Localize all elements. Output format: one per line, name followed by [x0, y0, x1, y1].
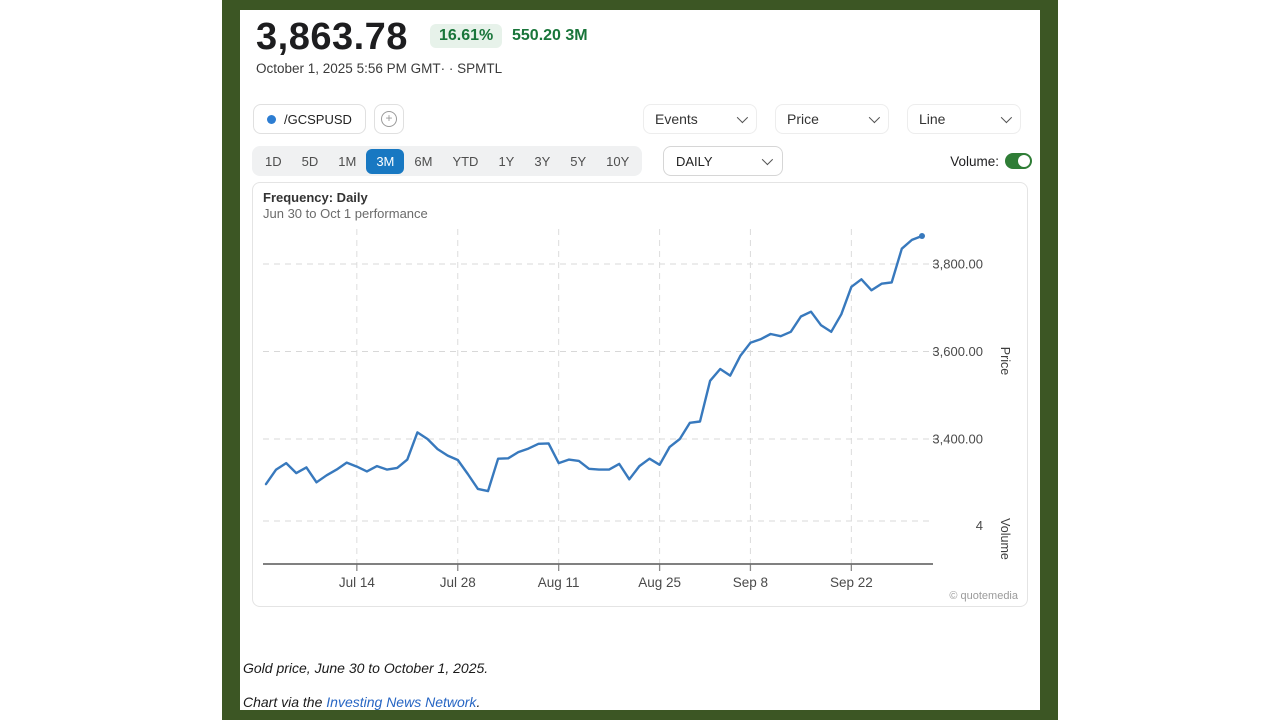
svg-text:3,600.00: 3,600.00 — [932, 344, 983, 359]
chart-panel: Jul 14 Jul 28 Aug 11 Aug 25 Sep 8 Sep 22 3,800… — [252, 182, 1028, 607]
svg-text:Aug 25: Aug 25 — [638, 575, 681, 590]
volume-toggle-group: Volume: — [930, 146, 1032, 176]
range-tab-3m[interactable]: 3M — [366, 148, 405, 174]
investing-news-network-link[interactable]: Investing News Network — [326, 694, 477, 710]
svg-text:3,800.00: 3,800.00 — [932, 257, 983, 272]
source-caption-prefix: Chart via the — [243, 694, 327, 710]
figure-caption: Gold price, June 30 to October 1, 2025. — [243, 660, 489, 676]
toggle-knob — [1018, 155, 1030, 167]
svg-text:Sep 22: Sep 22 — [830, 575, 873, 590]
range-tabs: 1D 5D 1M 3M 6M YTD 1Y 3Y 5Y 10Y — [252, 146, 643, 176]
svg-text:4: 4 — [976, 518, 983, 533]
source-caption-suffix: . — [476, 694, 481, 710]
svg-text:Jul 14: Jul 14 — [339, 575, 376, 590]
range-tab-ytd[interactable]: YTD — [452, 153, 479, 169]
frequency-select[interactable]: DAILY — [663, 146, 783, 176]
svg-text:Aug 11: Aug 11 — [538, 575, 580, 590]
svg-text:Jul 28: Jul 28 — [440, 575, 476, 590]
range-tab-5d[interactable]: 5D — [301, 153, 319, 169]
add-comparison-button[interactable]: + — [374, 104, 404, 134]
range-tab-3y[interactable]: 3Y — [534, 153, 551, 169]
frequency-select-value: DAILY — [676, 153, 713, 169]
change-percent-badge: 16.61% — [430, 24, 503, 48]
chart-widget-card: 3,863.78 16.61% 550.20 3M October 1, 202… — [240, 10, 1040, 710]
range-tab-1d[interactable]: 1D — [265, 153, 282, 169]
svg-text:Price: Price — [998, 347, 1012, 376]
range-tab-10y[interactable]: 10Y — [606, 153, 630, 169]
svg-text:Sep 8: Sep 8 — [733, 575, 768, 590]
ticker-chip[interactable]: /GCSPUSD — [253, 104, 366, 134]
chart-frequency-title: Frequency: Daily — [263, 190, 368, 205]
chevron-down-icon — [868, 111, 881, 124]
chevron-down-icon — [736, 111, 749, 124]
range-tab-1m[interactable]: 1M — [338, 153, 357, 169]
quotemedia-attribution: © quotemedia — [949, 590, 1018, 602]
ticker-symbol: /GCSPUSD — [284, 111, 352, 127]
page-frame: 3,863.78 16.61% 550.20 3M October 1, 202… — [222, 0, 1058, 720]
series-color-dot-icon — [267, 114, 276, 124]
source-caption: Chart via the Investing News Network. — [243, 694, 480, 710]
price-dropdown[interactable]: Price — [775, 104, 889, 134]
plus-circle-icon: + — [381, 111, 397, 127]
volume-toggle-label: Volume: — [950, 153, 999, 169]
range-tab-1y[interactable]: 1Y — [498, 153, 515, 169]
current-price: 3,863.78 — [256, 16, 408, 58]
chevron-down-icon — [761, 153, 774, 166]
chart-subtitle: Jun 30 to Oct 1 performance — [263, 206, 428, 221]
range-tab-6m[interactable]: 6M — [414, 153, 433, 169]
events-dropdown-label: Events — [655, 111, 698, 127]
quote-timestamp: October 1, 2025 5:56 PM GMT· · SPMTL — [256, 61, 503, 76]
range-tab-5y[interactable]: 5Y — [570, 153, 587, 169]
price-line-chart[interactable]: Jul 14 Jul 28 Aug 11 Aug 25 Sep 8 Sep 22 3,800… — [253, 183, 1029, 613]
svg-text:Volume: Volume — [998, 518, 1012, 560]
volume-stat: 550.20 3M — [512, 27, 588, 44]
svg-text:3,400.00: 3,400.00 — [932, 432, 983, 447]
volume-toggle-switch[interactable] — [1005, 153, 1032, 169]
chart-type-dropdown[interactable]: Line — [907, 104, 1021, 134]
events-dropdown[interactable]: Events — [643, 104, 757, 134]
chart-type-dropdown-label: Line — [919, 111, 946, 127]
price-dropdown-label: Price — [787, 111, 819, 127]
chevron-down-icon — [1000, 111, 1013, 124]
